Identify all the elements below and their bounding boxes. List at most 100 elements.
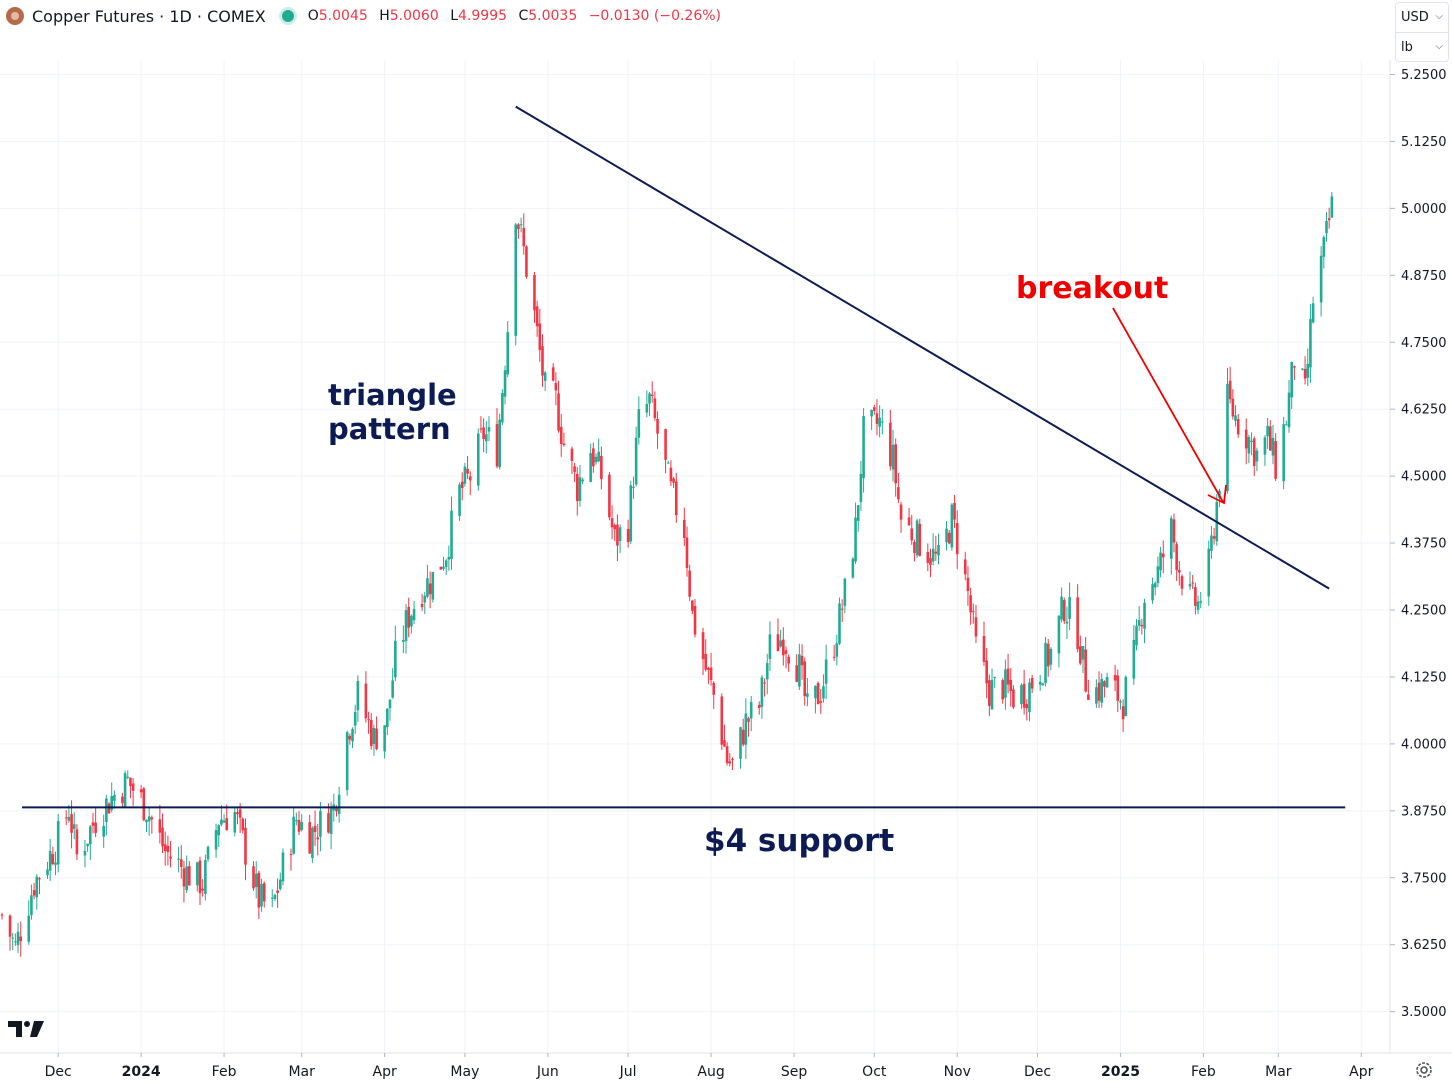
x-tick-label: Nov xyxy=(944,1064,971,1080)
candle-body xyxy=(348,735,352,740)
x-tick-label: Sep xyxy=(781,1064,808,1080)
candle-body xyxy=(535,306,539,327)
candle-body xyxy=(1228,380,1232,400)
candle-body xyxy=(610,518,614,528)
x-tick-label: 2025 xyxy=(1101,1064,1140,1080)
candle-body xyxy=(765,663,769,680)
candle-body xyxy=(1263,437,1267,455)
y-tick-label: 4.7500 xyxy=(1401,336,1447,351)
candle-body xyxy=(672,478,675,483)
candle-body xyxy=(581,479,584,482)
candle-body xyxy=(383,725,386,752)
candle-body xyxy=(1119,701,1122,703)
x-tick-label: Dec xyxy=(45,1064,72,1080)
candle-body xyxy=(685,537,689,568)
x-tick-label: 2024 xyxy=(122,1064,161,1080)
unit-label: lb xyxy=(1401,40,1413,55)
candle-body xyxy=(426,578,429,597)
candles xyxy=(0,192,1334,957)
candle-body xyxy=(945,528,948,543)
candle-body xyxy=(67,816,71,821)
candle-body xyxy=(1113,674,1117,681)
candle-body xyxy=(645,404,649,413)
candle-body xyxy=(664,429,667,460)
candle-body xyxy=(225,818,229,831)
candle-body xyxy=(88,826,92,845)
candle-body xyxy=(562,443,566,446)
candle-body xyxy=(468,476,472,481)
candle-body xyxy=(166,845,170,852)
candle-body xyxy=(1161,553,1165,558)
candle-body xyxy=(1081,645,1085,660)
candle-body xyxy=(632,486,635,488)
candle-body xyxy=(1041,683,1045,686)
candle-body xyxy=(201,888,204,891)
candle-body xyxy=(217,825,221,836)
candle-body xyxy=(937,544,940,556)
candle-body xyxy=(993,677,996,679)
candle-body xyxy=(236,812,239,815)
symbol-title[interactable]: Copper Futures · 1D · COMEX xyxy=(32,6,266,26)
candle-body xyxy=(704,653,708,670)
candle-body xyxy=(966,577,970,592)
unit-select[interactable]: lb ⌵ xyxy=(1396,32,1448,62)
candle-body xyxy=(1191,582,1194,584)
candle-body xyxy=(439,566,443,570)
candle-body xyxy=(1231,398,1235,417)
x-tick-label: Apr xyxy=(373,1064,397,1080)
candle-body xyxy=(428,583,432,595)
candle-body xyxy=(32,890,36,896)
candle-body xyxy=(1327,218,1331,221)
candle-body xyxy=(840,608,844,610)
candle-body xyxy=(974,617,978,637)
candle-body xyxy=(495,424,499,467)
candle-body xyxy=(784,650,788,654)
candle-body xyxy=(741,729,745,745)
currency-unit-selector: USD ⌵ lb ⌵ xyxy=(1395,2,1449,62)
candle-body xyxy=(543,372,547,381)
candle-body xyxy=(570,448,574,461)
candle-body xyxy=(985,660,988,684)
candle-body xyxy=(1020,685,1023,704)
candle-body xyxy=(1151,584,1154,601)
candle-body xyxy=(501,393,504,423)
candle-body xyxy=(720,696,724,745)
candle-body xyxy=(329,806,333,834)
candle-body xyxy=(1062,599,1066,622)
candle-body xyxy=(64,817,68,819)
candle-body xyxy=(1306,363,1310,378)
candle-body xyxy=(1012,689,1015,708)
candle-body xyxy=(14,941,17,943)
candle-body xyxy=(889,422,892,467)
candle-body xyxy=(179,859,183,867)
candle-body xyxy=(910,528,914,541)
candle-body xyxy=(410,615,413,627)
candle-body xyxy=(843,578,847,606)
y-tick-label: 5.2500 xyxy=(1401,68,1447,83)
candle-body xyxy=(316,837,320,840)
gear-icon[interactable] xyxy=(1414,1060,1434,1080)
candle-body xyxy=(674,481,678,516)
candle-body xyxy=(1006,668,1010,685)
candle-body xyxy=(578,477,582,501)
candle-body xyxy=(514,224,518,336)
candle-body xyxy=(862,415,865,479)
candle-body xyxy=(105,798,108,823)
candle-body xyxy=(503,370,507,397)
chart-grid xyxy=(0,60,1390,1053)
candle-body xyxy=(404,610,408,641)
candle-body xyxy=(1175,544,1178,571)
candle-body xyxy=(1038,681,1042,685)
candle-body xyxy=(460,481,464,488)
candle-body xyxy=(35,876,39,898)
currency-select[interactable]: USD ⌵ xyxy=(1396,3,1448,32)
tradingview-logo[interactable] xyxy=(8,1019,46,1039)
candle-body xyxy=(573,466,576,472)
candle-body xyxy=(894,444,897,484)
candle-body xyxy=(1049,648,1053,665)
candle-body xyxy=(476,433,480,486)
candle-body xyxy=(934,551,938,554)
candle-body xyxy=(1105,676,1109,688)
candle-body xyxy=(1079,646,1082,664)
